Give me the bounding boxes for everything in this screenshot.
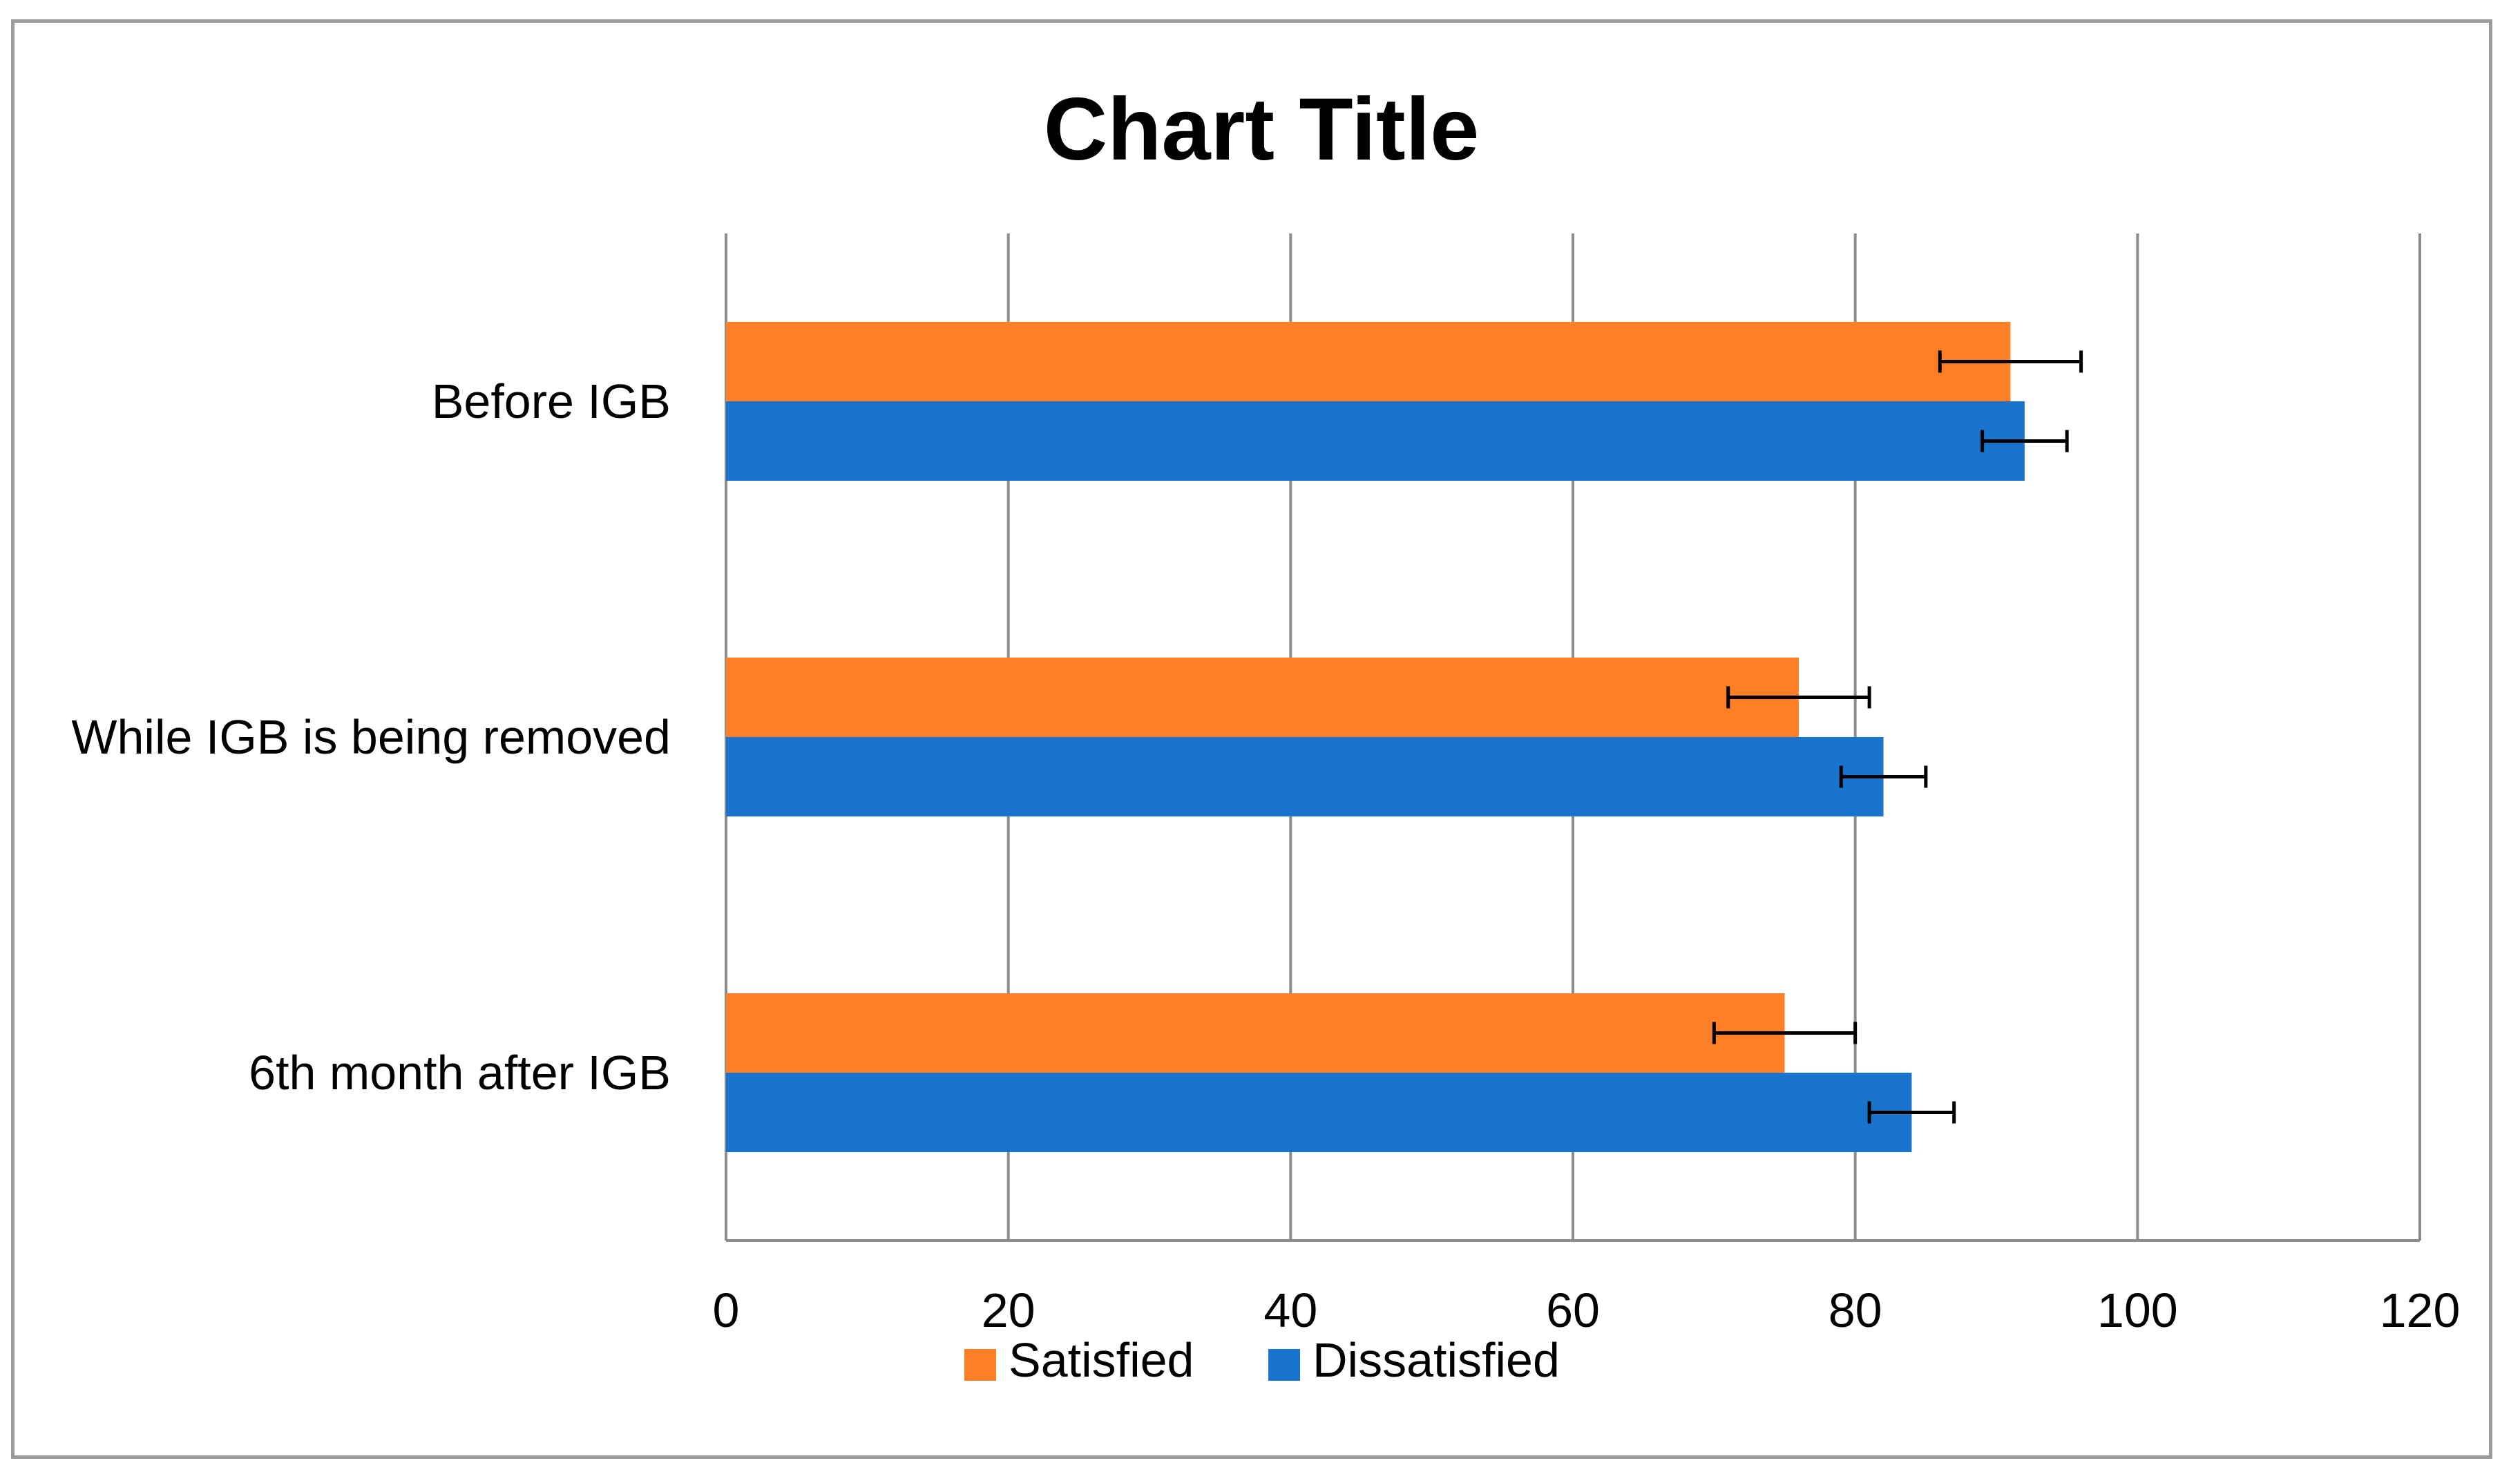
x-tick-label-120: 120 (2380, 1283, 2461, 1337)
x-tick-label-60: 60 (1546, 1283, 1600, 1337)
error-bar-satisfied-1 (1726, 686, 1871, 709)
error-bars (1712, 350, 2083, 1124)
error-bar-dissatisfied-1 (1839, 765, 1928, 788)
x-tick-label-20: 20 (982, 1283, 1035, 1337)
x-tick-label-80: 80 (1829, 1283, 1882, 1337)
category-labels: Before IGB While IGB is being removed 6th … (71, 374, 671, 1100)
legend-label-satisfied: Satisfied (1009, 1333, 1194, 1387)
chart-title: Chart Title (1044, 80, 1480, 179)
x-tick-labels: 0 20 40 60 80 100 120 (713, 1283, 2461, 1337)
category-label-1: While IGB is being removed (71, 710, 671, 764)
legend-label-dissatisfied: Dissatisfied (1312, 1333, 1560, 1387)
x-tick-label-100: 100 (2097, 1283, 2178, 1337)
bar-dissatisfied-1 (726, 737, 1884, 816)
x-tick-label-40: 40 (1263, 1283, 1317, 1337)
bar-satisfied-0 (726, 322, 2011, 401)
error-bar-satisfied-0 (1938, 350, 2083, 373)
x-tick-label-0: 0 (713, 1283, 740, 1337)
legend-swatch-dissatisfied (1268, 1349, 1300, 1381)
bar-satisfied-1 (726, 658, 1799, 737)
bars (726, 322, 2025, 1152)
legend-swatch-satisfied (964, 1349, 996, 1381)
error-bar-dissatisfied-2 (1867, 1101, 1956, 1124)
chart-frame: Chart Title Before IGB While IGB is being… (11, 19, 2492, 1459)
legend-item-dissatisfied: Dissatisfied (1268, 1333, 1560, 1387)
bar-satisfied-2 (726, 993, 1785, 1073)
bar-dissatisfied-0 (726, 401, 2025, 481)
error-bar-dissatisfied-0 (1980, 430, 2069, 452)
category-label-2: 6th month after IGB (249, 1046, 671, 1100)
legend: Satisfied Dissatisfied (964, 1333, 1560, 1387)
category-label-0: Before IGB (432, 374, 671, 428)
error-bar-satisfied-2 (1712, 1022, 1858, 1044)
chart-svg: Chart Title Before IGB While IGB is being… (71, 80, 2461, 1387)
legend-item-satisfied: Satisfied (964, 1333, 1194, 1387)
bar-dissatisfied-2 (726, 1073, 1912, 1152)
